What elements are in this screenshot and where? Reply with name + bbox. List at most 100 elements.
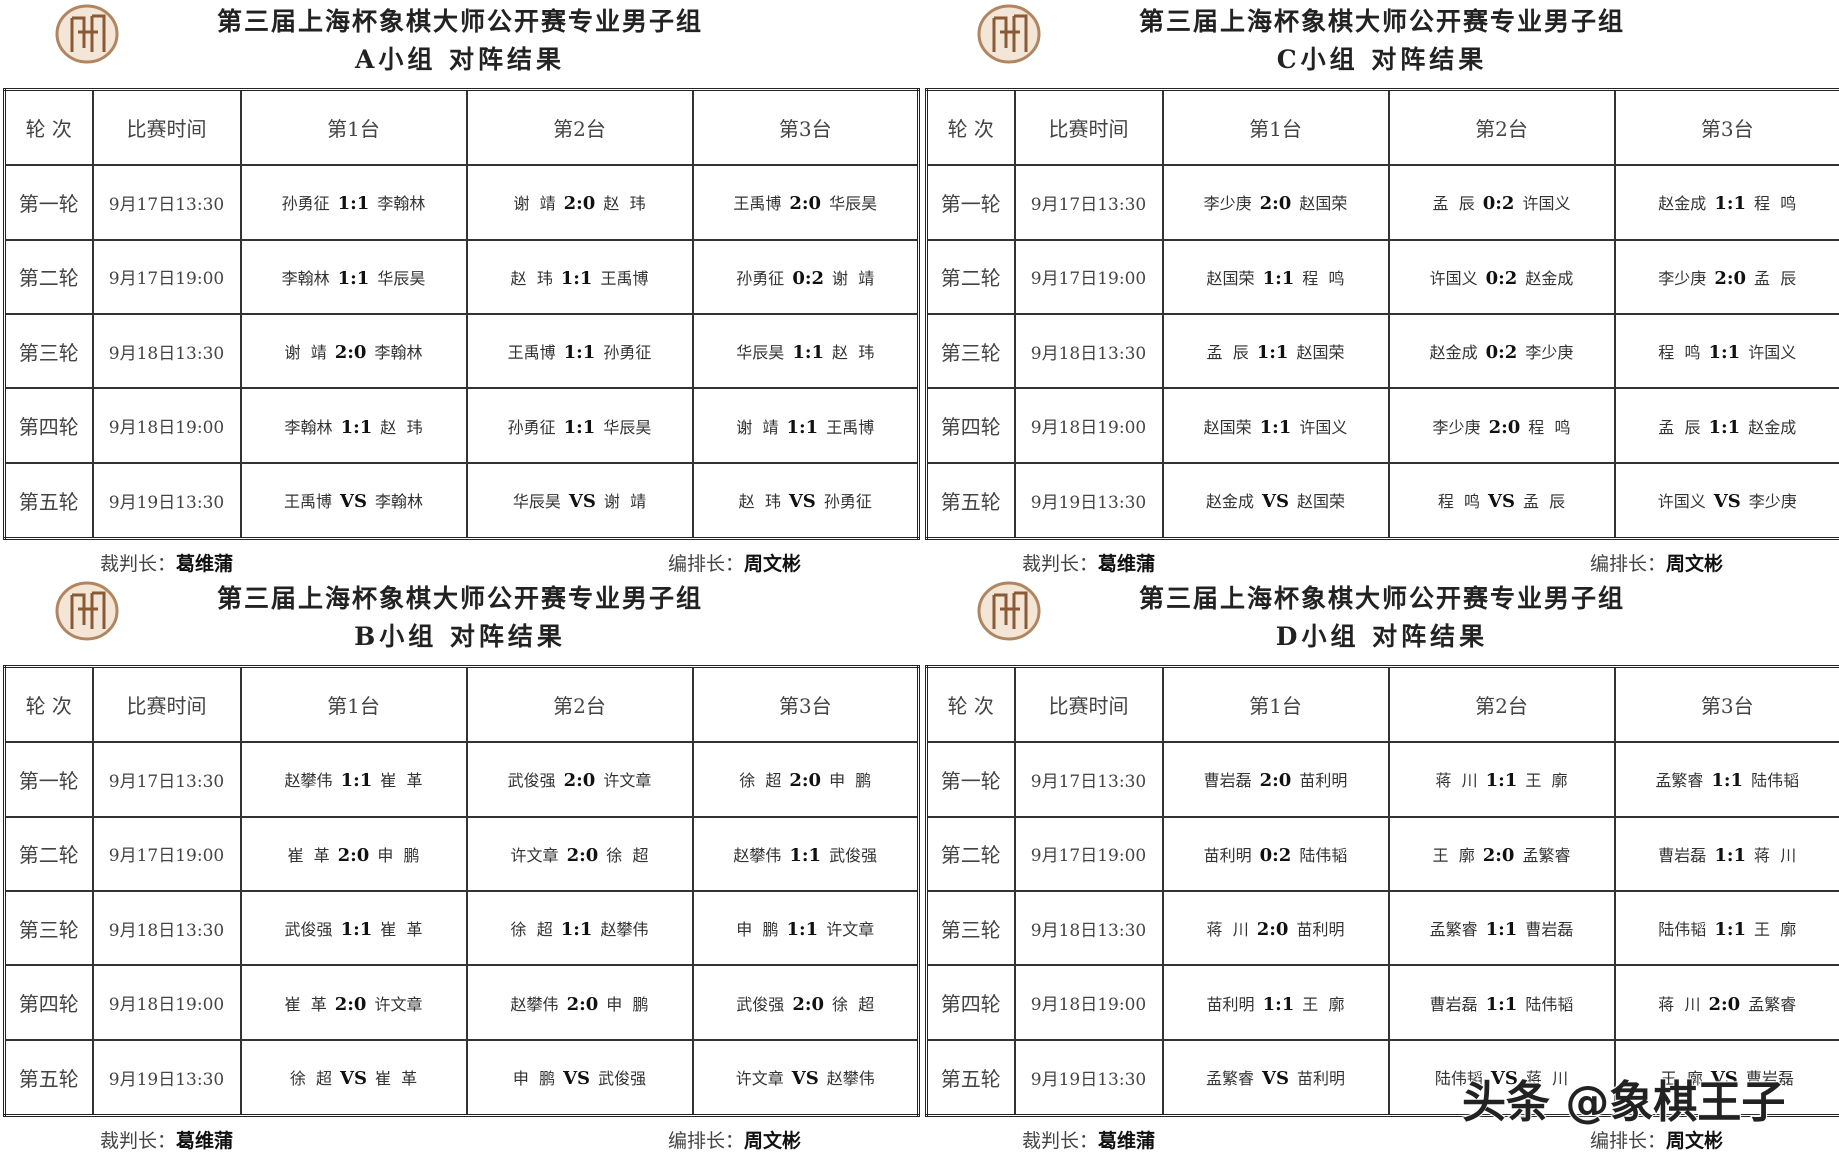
- player: 华辰昊: [377, 269, 425, 288]
- player: 孟繁睿: [1748, 995, 1796, 1014]
- scheduler: 编排长：周文彬: [668, 549, 801, 576]
- scheduler-name: 周文彬: [1666, 1130, 1723, 1152]
- score: 1:1: [341, 770, 373, 791]
- score: 1:1: [786, 919, 818, 940]
- score: 1:1: [338, 268, 370, 289]
- player: 许国义: [1522, 194, 1570, 213]
- referee-label: 裁判长：: [1022, 1130, 1098, 1152]
- player: 赵 玮: [832, 343, 874, 362]
- header-cell: 第1台: [241, 90, 467, 166]
- score: 2:0: [1260, 193, 1292, 214]
- player: 徐 超: [606, 846, 648, 865]
- score: VS: [340, 491, 367, 512]
- player: 徐 超: [832, 995, 874, 1014]
- player: 徐 超: [739, 771, 781, 790]
- round-cell: 第二轮: [5, 817, 93, 891]
- header-cell: 比赛时间: [1015, 667, 1163, 743]
- scheduler: 编排长：周文彬: [668, 1126, 801, 1153]
- score: 2:0: [567, 845, 599, 866]
- player: 程 鸣: [1438, 492, 1480, 511]
- score: 1:1: [792, 342, 824, 363]
- time-cell: 9月18日19:00: [93, 388, 241, 462]
- referee-label: 裁判长：: [100, 1130, 176, 1152]
- player: 赵 玮: [380, 418, 422, 437]
- player: 赵 玮: [511, 269, 553, 288]
- scheduler-label: 编排长：: [668, 1130, 744, 1152]
- player: 崔 革: [380, 920, 422, 939]
- player: 武俊强: [598, 1069, 646, 1088]
- score: 1:1: [561, 268, 593, 289]
- round-cell: 第五轮: [927, 463, 1015, 539]
- player: 申 鹏: [829, 771, 871, 790]
- player: 徐 超: [290, 1069, 332, 1088]
- player: 华辰昊: [513, 492, 561, 511]
- player: 徐 超: [511, 920, 553, 939]
- header-row: 轮 次比赛时间第1台第2台第3台: [927, 90, 1839, 166]
- time-cell: 9月19日13:30: [93, 463, 241, 539]
- player: 申 鹏: [377, 846, 419, 865]
- player: 崔 革: [287, 846, 329, 865]
- header-cell: 第2台: [1389, 90, 1615, 166]
- round-cell: 第三轮: [5, 891, 93, 965]
- player: 许文章: [736, 1069, 784, 1088]
- score: 1:1: [1260, 417, 1292, 438]
- referee-label: 裁判长：: [1022, 553, 1098, 575]
- time-cell: 9月17日13:30: [1015, 742, 1163, 816]
- referee-name: 葛维蒲: [1098, 1130, 1155, 1152]
- referee: 裁判长：葛维蒲: [100, 1126, 233, 1153]
- round-cell: 第三轮: [927, 314, 1015, 388]
- player: 蒋 川: [1207, 920, 1249, 939]
- referee: 裁判长：葛维蒲: [100, 549, 233, 576]
- score: VS: [789, 491, 816, 512]
- player: 李少庚: [1749, 492, 1797, 511]
- round-cell: 第三轮: [5, 314, 93, 388]
- scheduler-name: 周文彬: [744, 1130, 801, 1152]
- player: 苗利明: [1297, 1069, 1345, 1088]
- player: 曹岩磊: [1430, 995, 1478, 1014]
- player: 蒋 川: [1754, 846, 1796, 865]
- player: 曹岩磊: [1658, 846, 1706, 865]
- player: 赵国荣: [1204, 418, 1252, 437]
- logo: [974, 579, 1044, 643]
- header-cell: 比赛时间: [93, 90, 241, 166]
- player: 谢 靖: [604, 492, 646, 511]
- score: 0:2: [1486, 342, 1518, 363]
- player: 申 鹏: [736, 920, 778, 939]
- header-cell: 第3台: [1615, 90, 1839, 166]
- logo-emblem: [52, 579, 122, 643]
- title: 第三届上海杯象棋大师公开赛专业男子组: [1062, 579, 1702, 615]
- round-cell: 第四轮: [927, 388, 1015, 462]
- referee-name: 葛维蒲: [176, 553, 233, 575]
- player: 陆伟韬: [1658, 920, 1706, 939]
- round-cell: 第二轮: [927, 240, 1015, 314]
- referee-name: 葛维蒲: [176, 1130, 233, 1152]
- score: VS: [1262, 491, 1289, 512]
- time-cell: 9月19日13:30: [93, 1040, 241, 1116]
- score: 2:0: [335, 342, 367, 363]
- player: 王 廓: [1433, 846, 1475, 865]
- score: 2:0: [335, 994, 367, 1015]
- player: 许国义: [1430, 269, 1478, 288]
